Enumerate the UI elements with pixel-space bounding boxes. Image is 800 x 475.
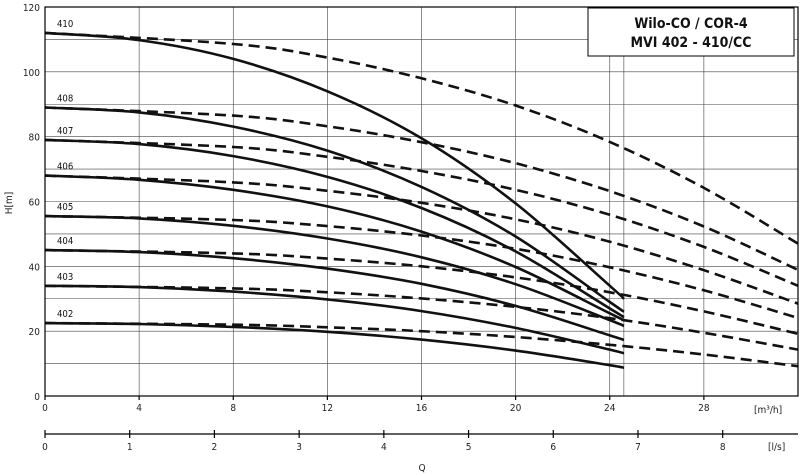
chart-title-line1: Wilo-CO / COR-4: [634, 16, 748, 32]
x-tick-label: 24: [604, 403, 616, 414]
curve-404-solid: [44, 248, 625, 342]
curve-410-dashed: [44, 31, 799, 245]
curve-label-408: 408: [57, 93, 73, 104]
curve-label-410: 410: [57, 19, 73, 30]
secondary-x-tick-label: 0: [42, 442, 48, 453]
x-tick-label: 8: [230, 403, 236, 414]
curve-408-dashed: [44, 106, 799, 272]
curve-406-dashed: [44, 174, 799, 305]
y-tick-label: 80: [29, 133, 41, 144]
curve-408-solid: [44, 106, 625, 313]
secondary-x-tick-label: 5: [466, 442, 472, 453]
curve-label-407: 407: [57, 126, 73, 137]
x-tick-label: 12: [322, 403, 333, 414]
secondary-x-tick-label: 1: [127, 442, 133, 453]
y-tick-label: 100: [23, 68, 40, 79]
x-tick-label: 28: [698, 403, 710, 414]
x-unit-primary: [m³/h]: [754, 405, 782, 416]
chart-title-box: Wilo-CO / COR-4 MVI 402 - 410/CC: [587, 7, 795, 57]
chart-title-line2: MVI 402 - 410/CC: [630, 35, 751, 51]
secondary-x-tick-label: 3: [296, 442, 302, 453]
x-tick-label: 4: [136, 403, 142, 414]
secondary-x-tick-label: 2: [212, 442, 218, 453]
axes: [44, 6, 799, 438]
secondary-x-tick-label: 8: [720, 442, 726, 453]
curve-407-dashed: [44, 138, 799, 288]
curve-406-solid: [44, 174, 625, 322]
x-tick-label: 0: [42, 403, 48, 414]
secondary-x-tick-label: 4: [381, 442, 387, 453]
curve-label-405: 405: [57, 202, 73, 213]
curve-label-403: 403: [57, 272, 73, 283]
curve-label-404: 404: [57, 236, 73, 247]
y-tick-label: 40: [29, 262, 41, 273]
curve-403-solid: [44, 284, 625, 355]
y-tick-label: 60: [29, 198, 41, 209]
curve-410-solid: [44, 31, 625, 300]
x-tick-label: 16: [416, 403, 428, 414]
y-tick-label: 120: [23, 3, 40, 14]
curves: [44, 31, 799, 370]
curve-label-402: 402: [57, 309, 73, 320]
x-axis-label: Q: [418, 463, 425, 474]
secondary-x-tick-label: 6: [550, 442, 556, 453]
y-tick-label: 0: [34, 392, 40, 403]
curve-405-solid: [44, 214, 625, 328]
y-tick-label: 20: [29, 327, 41, 338]
curve-404-dashed: [44, 248, 799, 336]
curve-407-solid: [44, 138, 625, 319]
y-axis-label: H[m]: [4, 192, 15, 215]
x-unit-secondary: [l/s]: [768, 442, 785, 453]
x-tick-label: 20: [510, 403, 522, 414]
secondary-x-tick-label: 7: [635, 442, 641, 453]
curve-402-solid: [44, 321, 625, 370]
curve-label-406: 406: [57, 162, 73, 173]
curve-405-dashed: [44, 214, 799, 320]
